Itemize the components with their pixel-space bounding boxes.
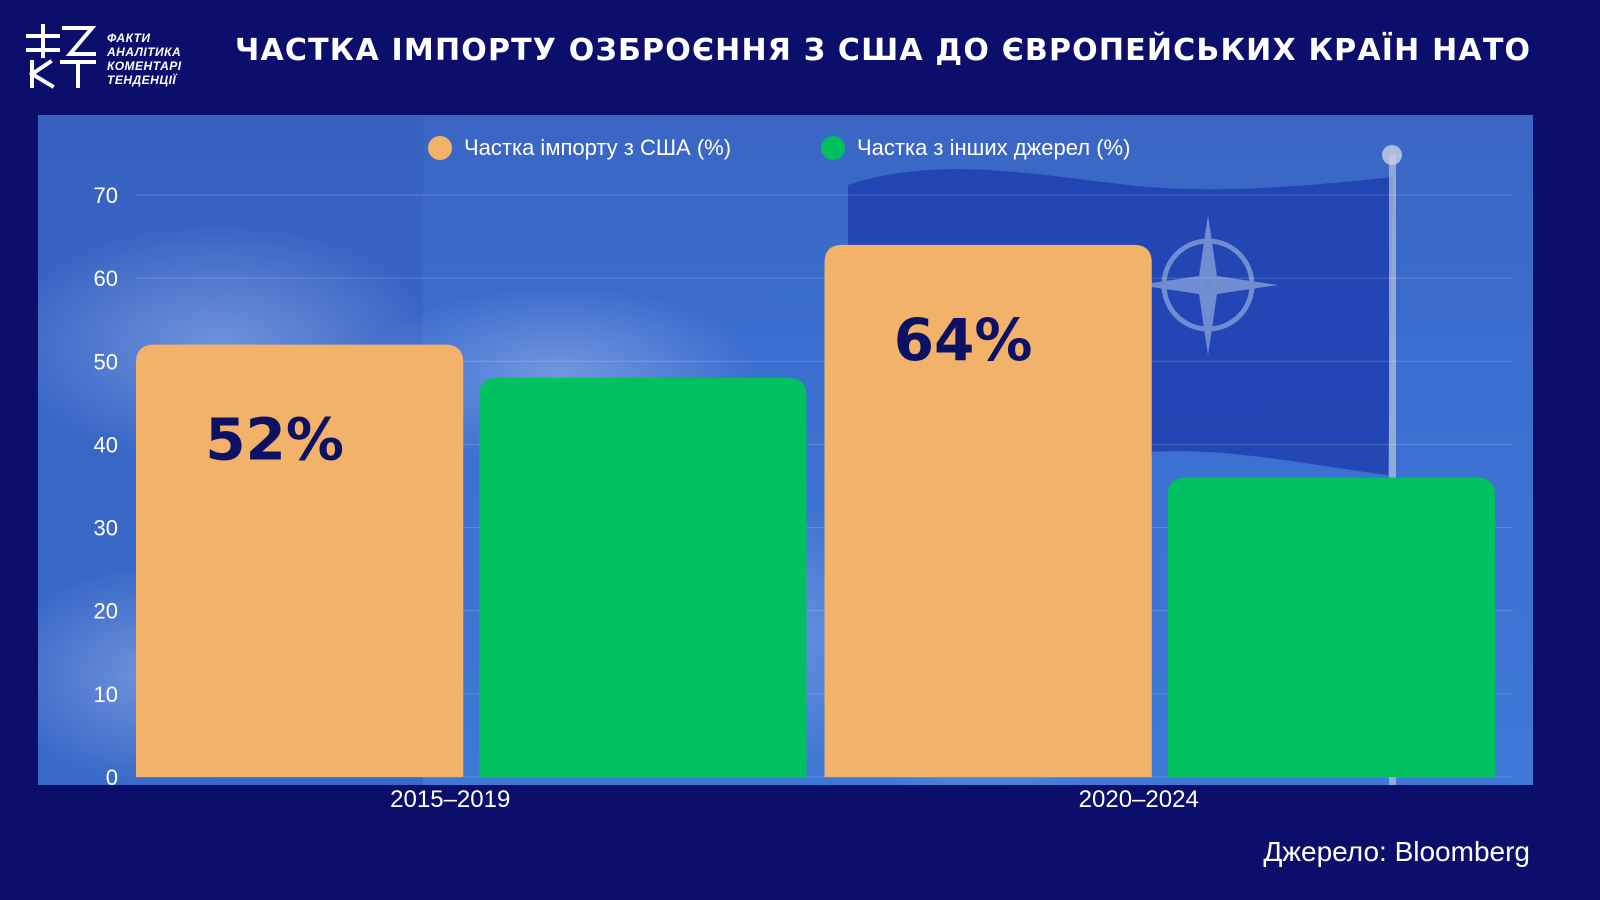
legend-label: Частка імпорту з США (%) — [464, 135, 731, 160]
y-tick-label: 40 — [94, 432, 118, 457]
data-label: 64% — [894, 306, 1033, 374]
x-tick-label: 2015–2019 — [390, 786, 511, 813]
bar-chart: 0 10 20 30 40 50 60 70 52% 64% Частка імпорту з СШ… — [94, 135, 1513, 785]
logo: ФАКТИ АНАЛІТИКА КОМЕНТАРІ ТЕНДЕНЦІЇ — [24, 22, 199, 94]
bar — [1167, 477, 1495, 777]
y-tick-label: 20 — [94, 599, 118, 624]
y-tick-label: 50 — [94, 349, 118, 374]
y-tick-label: 70 — [94, 183, 118, 208]
logo-text: ФАКТИ АНАЛІТИКА КОМЕНТАРІ ТЕНДЕНЦІЇ — [107, 31, 182, 87]
logo-mark-icon — [26, 24, 97, 89]
logo-line: ФАКТИ — [107, 31, 151, 45]
y-tick-label: 30 — [94, 516, 118, 541]
bar — [136, 344, 464, 777]
logo-line: ТЕНДЕНЦІЇ — [107, 73, 177, 87]
chart-panel: 0 10 20 30 40 50 60 70 52% 64% Частка імпорту з СШ… — [38, 115, 1533, 785]
bar — [479, 377, 807, 777]
data-label: 52% — [205, 406, 344, 474]
legend-swatch — [428, 136, 452, 160]
x-tick-label: 2020–2024 — [1078, 786, 1199, 813]
nato-star-icon — [1138, 215, 1278, 355]
y-tick-label: 60 — [94, 266, 118, 291]
legend-label: Частка з інших джерел (%) — [857, 135, 1130, 160]
bar — [824, 244, 1152, 777]
y-tick-label: 10 — [94, 682, 118, 707]
logo-line: КОМЕНТАРІ — [107, 59, 182, 73]
logo-line: АНАЛІТИКА — [107, 45, 182, 59]
legend-swatch — [821, 136, 845, 160]
y-tick-label: 0 — [106, 765, 118, 785]
page-title: ЧАСТКА ІМПОРТУ ОЗБРОЄННЯ З США ДО ЄВРОПЕ… — [235, 33, 1532, 68]
source-note: Джерело: Bloomberg — [1263, 836, 1530, 867]
